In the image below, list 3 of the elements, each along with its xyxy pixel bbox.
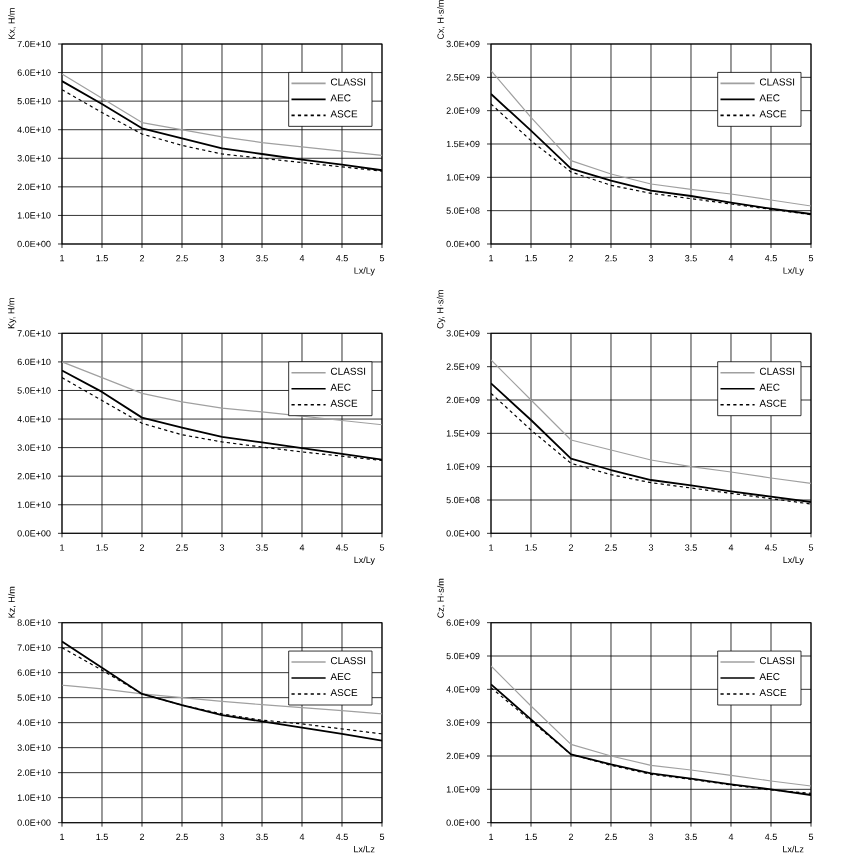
line-series	[491, 359, 811, 484]
line-series	[491, 70, 811, 207]
line-series	[491, 665, 811, 787]
